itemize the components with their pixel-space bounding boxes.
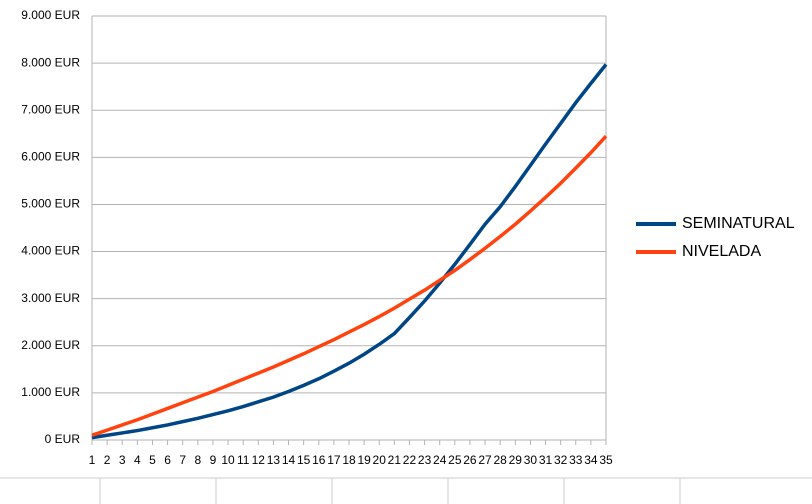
x-tick-label: 6 <box>164 453 171 467</box>
x-tick-label: 24 <box>433 453 447 467</box>
x-tick-label: 13 <box>267 453 281 467</box>
y-tick-label: 4.000 EUR <box>21 244 80 258</box>
x-tick-label: 33 <box>569 453 583 467</box>
x-tick-label: 12 <box>252 453 266 467</box>
x-tick-label: 19 <box>357 453 371 467</box>
x-tick-label: 26 <box>463 453 477 467</box>
legend-label: NIVELADA <box>682 243 761 260</box>
x-tick-label: 27 <box>478 453 492 467</box>
series-line <box>91 63 608 440</box>
x-tick-label: 11 <box>237 453 250 467</box>
frame-decor <box>0 477 812 504</box>
x-tick-label: 30 <box>524 453 538 467</box>
x-tick-label: 22 <box>403 453 417 467</box>
x-tick-label: 2 <box>104 453 111 467</box>
x-tick-label: 16 <box>312 453 326 467</box>
x-tick-label: 17 <box>327 453 341 467</box>
x-tick-label: 34 <box>584 453 598 467</box>
x-tick-label: 9 <box>210 453 217 467</box>
x-tick-label: 5 <box>149 453 156 467</box>
x-tick-label: 1 <box>89 453 96 467</box>
y-tick-label: 9.000 EUR <box>21 8 80 22</box>
y-tick-label: 0 EUR <box>45 432 81 446</box>
x-tick-label: 32 <box>554 453 568 467</box>
x-tick-label: 35 <box>599 453 613 467</box>
x-tick-label: 4 <box>134 453 141 467</box>
y-tick-label: 8.000 EUR <box>21 55 80 69</box>
x-tick-label: 18 <box>342 453 356 467</box>
y-tick-label: 1.000 EUR <box>21 385 80 399</box>
x-tick-label: 28 <box>493 453 507 467</box>
x-tick-label: 21 <box>388 453 402 467</box>
x-tick-label: 10 <box>221 453 235 467</box>
x-tick-label: 31 <box>539 453 553 467</box>
y-tick-label: 6.000 EUR <box>21 150 80 164</box>
x-tick-label: 3 <box>119 453 126 467</box>
x-tick-label: 14 <box>282 453 296 467</box>
x-tick-label: 15 <box>297 453 311 467</box>
y-tick-label: 5.000 EUR <box>21 197 80 211</box>
x-tick-label: 23 <box>418 453 432 467</box>
x-tick-label: 29 <box>509 453 523 467</box>
y-tick-label: 2.000 EUR <box>21 338 80 352</box>
y-tick-label: 3.000 EUR <box>21 291 80 305</box>
x-tick-label: 7 <box>179 453 186 467</box>
y-tick-label: 7.000 EUR <box>21 102 80 116</box>
legend: SEMINATURAL NIVELADA <box>636 215 795 260</box>
legend-label: SEMINATURAL <box>682 215 795 232</box>
x-tick-label: 25 <box>448 453 462 467</box>
series-line <box>91 134 608 437</box>
x-tick-label: 20 <box>373 453 387 467</box>
x-tick-label: 8 <box>194 453 201 467</box>
